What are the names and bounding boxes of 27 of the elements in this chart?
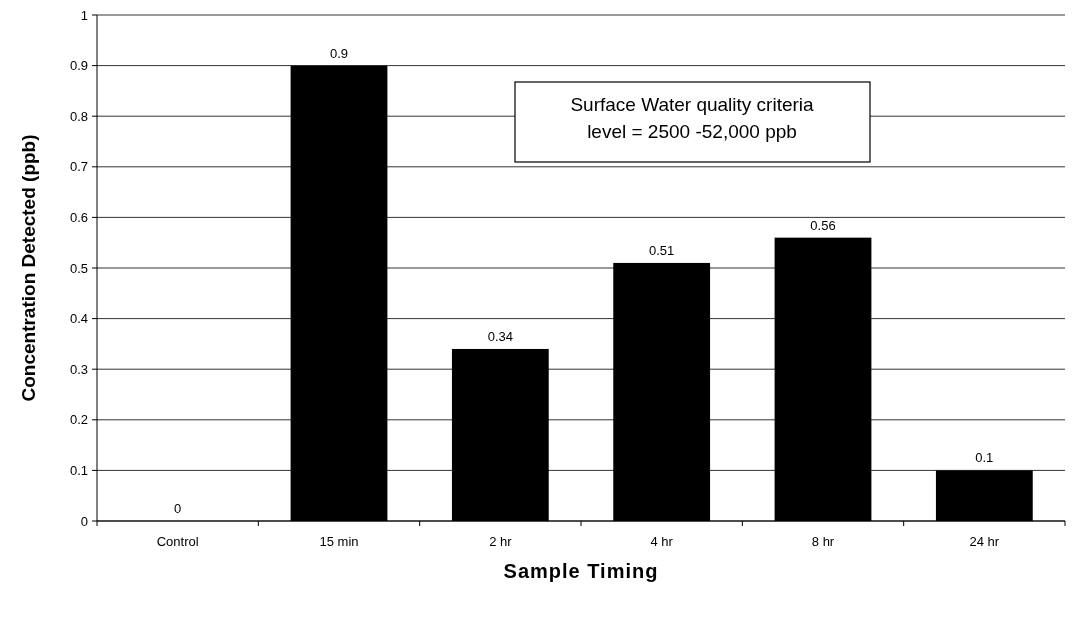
y-tick-label: 0.8 <box>69 108 88 124</box>
note-box: Surface Water quality criteria level = 2500 -52,000 ppb <box>514 81 871 163</box>
annotation: Surface Water quality criteria level = 2500 -52,000 ppb <box>570 94 815 142</box>
y-axis-title: Concentration Detected (ppb) <box>18 134 39 402</box>
y-tick-label: 0.9 <box>69 58 88 74</box>
y-tick-label: 1 <box>80 7 88 23</box>
y-tick-label: 0.6 <box>69 209 88 225</box>
y-tick-label: 0.5 <box>69 260 88 276</box>
data-label: 0.51 <box>649 242 675 258</box>
x-axis-title: Sample Timing <box>503 560 659 582</box>
y-tick-label: 0.2 <box>69 412 88 428</box>
data-label: 0 <box>174 501 182 516</box>
x-tick-label: 15 min <box>319 534 359 549</box>
y-tick-label: 0 <box>80 513 88 529</box>
y-tick-label: 0.7 <box>69 159 88 175</box>
y-tick-label: 0.3 <box>69 361 88 377</box>
x-tick-label: 4 hr <box>650 534 674 549</box>
data-label: 0.9 <box>329 45 349 61</box>
y-tick-label: 0.1 <box>69 462 88 478</box>
x-tick-label: 8 hr <box>811 534 835 549</box>
data-label: 0.34 <box>487 328 513 344</box>
x-tick-label: 2 hr <box>489 534 513 549</box>
x-tick-label: Control <box>156 534 199 549</box>
y-tick-label: 0.4 <box>69 311 88 327</box>
data-label: 0.1 <box>975 450 994 466</box>
data-label: 0.56 <box>810 217 836 233</box>
x-tick-label: 24 hr <box>969 534 1000 549</box>
